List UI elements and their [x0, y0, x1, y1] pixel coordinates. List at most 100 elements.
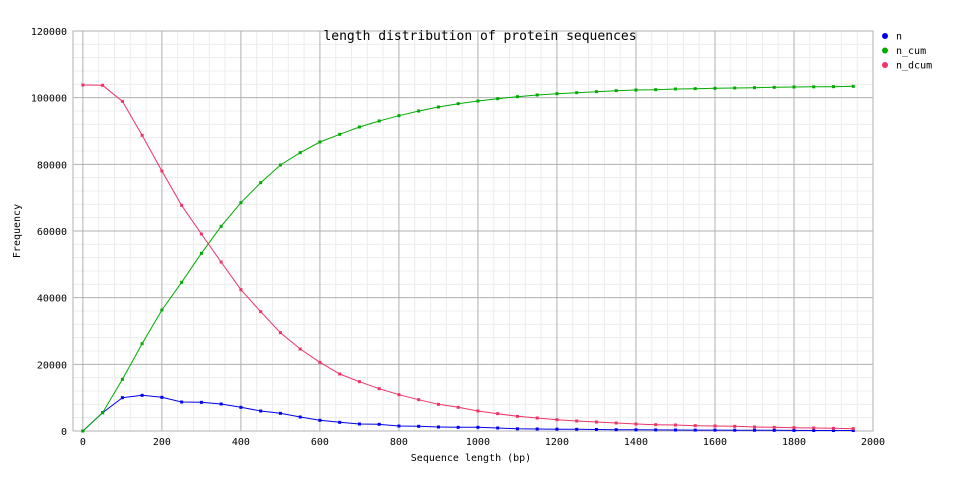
data-point-n [180, 400, 184, 404]
data-point-n_dcum [81, 83, 85, 87]
data-point-n [535, 427, 539, 431]
data-point-n_dcum [338, 372, 342, 376]
data-point-n [772, 428, 776, 432]
data-point-n_dcum [792, 426, 796, 430]
data-point-n_cum [812, 85, 816, 89]
data-point-n_cum [555, 92, 559, 96]
x-tick-label: 400 [232, 437, 250, 448]
data-point-n_cum [377, 119, 381, 123]
data-point-n_dcum [772, 425, 776, 429]
data-point-n [831, 429, 835, 432]
data-point-n_dcum [239, 288, 243, 292]
data-point-n_dcum [515, 414, 519, 418]
data-point-n_cum [219, 224, 223, 228]
data-point-n_dcum [357, 380, 361, 384]
series-line-n_dcum [82, 84, 854, 430]
data-point-n_cum [654, 88, 658, 92]
data-point-n [733, 428, 737, 432]
data-point-n_dcum [812, 426, 816, 430]
data-point-n_dcum [535, 416, 539, 420]
data-point-n_cum [772, 85, 776, 89]
x-tick-label: 200 [153, 437, 171, 448]
data-point-n_dcum [456, 405, 460, 409]
data-point-n_cum [278, 163, 282, 167]
legend-label-n_cum: n_cum [896, 46, 926, 57]
data-point-n_cum [713, 86, 717, 90]
data-point-n [614, 428, 618, 432]
data-point-n_cum [81, 429, 85, 433]
data-point-n_dcum [180, 203, 184, 207]
data-point-n [752, 428, 756, 432]
x-tick-label: 1000 [466, 437, 490, 448]
data-point-n_dcum [673, 423, 677, 427]
data-point-n_cum [496, 97, 500, 101]
data-point-n_cum [515, 95, 519, 99]
data-point-n [219, 402, 223, 406]
legend-marker-n_dcum [882, 62, 888, 68]
data-point-n_dcum [634, 422, 638, 426]
data-point-n_cum [298, 151, 302, 155]
data-point-n_dcum [199, 232, 203, 236]
data-point-n [456, 425, 460, 429]
data-point-n_dcum [752, 425, 756, 429]
data-point-n_dcum [713, 424, 717, 428]
legend-label-n_dcum: n_dcum [896, 61, 932, 72]
data-point-n_dcum [377, 387, 381, 391]
data-point-n_dcum [555, 418, 559, 422]
data-point-n_cum [160, 308, 164, 312]
legend: n n_cum n_dcum [882, 32, 932, 72]
data-point-n_cum [476, 99, 480, 103]
data-point-n_dcum [614, 421, 618, 425]
data-point-n [417, 424, 421, 428]
data-point-n_dcum [219, 260, 223, 264]
x-tick-label: 1200 [545, 437, 569, 448]
y-tick-label: 0 [61, 427, 67, 438]
data-point-n [377, 422, 381, 426]
data-point-n [792, 428, 796, 432]
x-tick-label: 1400 [624, 437, 648, 448]
data-point-n_cum [397, 114, 401, 118]
legend-marker-n_cum [882, 47, 888, 54]
data-point-n_cum [575, 91, 579, 95]
series-n_cum [81, 84, 855, 433]
data-point-n_cum [594, 90, 598, 94]
plot-frame [72, 30, 874, 432]
x-axis: 0 200 400 600 800 1000 1200 1400 1600 1800 2000 [80, 437, 885, 448]
y-tick-label: 100000 [31, 94, 67, 105]
data-point-n [278, 411, 282, 415]
series-n_dcum [81, 83, 855, 431]
data-point-n_dcum [693, 424, 697, 428]
legend-item-n_dcum: n_dcum [882, 61, 932, 72]
data-point-n_cum [634, 88, 638, 92]
data-point-n_cum [120, 377, 124, 381]
data-point-n [673, 428, 677, 432]
data-point-n [318, 418, 322, 422]
data-point-n_dcum [851, 427, 855, 431]
data-point-n_cum [673, 87, 677, 91]
data-point-n [575, 427, 579, 431]
data-point-n_cum [733, 86, 737, 90]
data-point-n_cum [693, 87, 697, 91]
data-point-n_cum [357, 125, 361, 129]
legend-marker-n [882, 33, 888, 39]
data-point-n_dcum [436, 402, 440, 406]
data-point-n [594, 428, 598, 431]
data-point-n [338, 420, 342, 424]
data-point-n_cum [792, 85, 796, 89]
data-point-n_dcum [120, 99, 124, 103]
y-tick-label: 120000 [31, 27, 67, 38]
data-point-n [555, 427, 559, 431]
data-point-n_cum [535, 93, 539, 97]
data-point-n_dcum [831, 426, 835, 430]
y-axis: 0 20000 40000 60000 80000 100000 120000 [31, 27, 67, 438]
legend-label-n: n [896, 32, 902, 43]
data-point-n_dcum [417, 398, 421, 402]
data-point-n_cum [831, 85, 835, 89]
y-axis-title: Frequency [12, 204, 23, 258]
y-tick-label: 80000 [37, 160, 67, 171]
x-tick-label: 1600 [703, 437, 727, 448]
data-point-n_cum [199, 251, 203, 255]
data-point-n_cum [752, 86, 756, 90]
data-point-n_cum [180, 280, 184, 284]
